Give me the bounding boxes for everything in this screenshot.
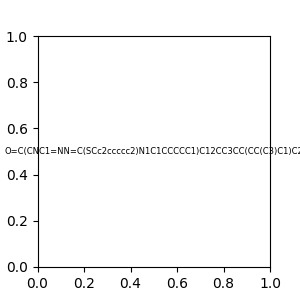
Text: O=C(CNC1=NN=C(SCc2ccccc2)N1C1CCCCC1)C12CC3CC(CC(C3)C1)C2: O=C(CNC1=NN=C(SCc2ccccc2)N1C1CCCCC1)C12C…	[4, 147, 300, 156]
